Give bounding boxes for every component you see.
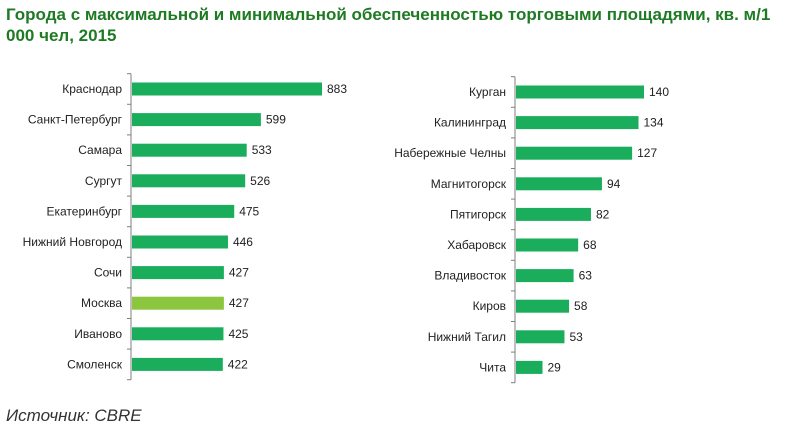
source-note: Источник: CBRE [6, 406, 142, 425]
chart-left: Краснодар 883 Санкт-Петербург 599 Самара 533 С… [23, 73, 347, 381]
data-label: 127 [637, 146, 657, 160]
bar [516, 146, 633, 160]
data-label: 68 [583, 238, 597, 252]
data-label: 533 [252, 143, 272, 157]
data-label: 425 [228, 327, 248, 341]
data-label: 599 [266, 113, 286, 127]
bar [132, 327, 224, 341]
data-label: 63 [579, 269, 593, 283]
data-label: 427 [229, 296, 249, 310]
category-label: Набережные Челны [395, 146, 506, 160]
bar [516, 116, 639, 130]
bar [132, 174, 246, 188]
data-label: 427 [229, 266, 249, 280]
category-label: Владивосток [434, 269, 506, 283]
bar [132, 235, 228, 249]
data-label: 140 [649, 85, 669, 99]
category-label: Сургут [85, 174, 123, 188]
bar [516, 330, 565, 344]
data-label: 134 [644, 116, 664, 130]
data-label: 29 [548, 360, 562, 374]
bar [516, 177, 602, 191]
data-label: 475 [239, 204, 259, 218]
category-label: Нижний Тагил [428, 330, 506, 344]
data-label: 94 [607, 177, 621, 191]
bar [516, 207, 591, 221]
category-label: Смоленск [67, 357, 123, 371]
category-label: Чита [479, 360, 506, 374]
category-label: Магнитогорск [431, 177, 507, 191]
category-label: Екатеринбург [47, 204, 123, 218]
bar [132, 357, 223, 371]
category-label: Нижний Новгород [23, 235, 122, 249]
category-label: Курган [469, 85, 506, 99]
category-label: Краснодар [62, 82, 122, 96]
data-label: 526 [250, 174, 270, 188]
bar [132, 143, 247, 157]
data-label: 82 [596, 207, 610, 221]
category-label: Санкт-Петербург [28, 113, 123, 127]
bar [132, 266, 224, 280]
data-label: 883 [327, 82, 347, 96]
category-label: Калининград [434, 116, 506, 130]
chart-title: Города с максимальной и минимальной обес… [6, 5, 771, 45]
bar [516, 85, 644, 99]
category-label: Пятигорск [450, 207, 507, 221]
category-label: Самара [78, 143, 122, 157]
category-label: Хабаровск [447, 238, 507, 252]
category-label: Иваново [74, 327, 122, 341]
data-label: 53 [569, 330, 583, 344]
bar [132, 296, 224, 310]
bar [516, 238, 579, 252]
bar [516, 360, 543, 374]
data-label: 446 [233, 235, 253, 249]
data-label: 58 [574, 299, 588, 313]
data-label: 422 [228, 357, 248, 371]
category-label: Киров [473, 299, 506, 313]
bar [132, 113, 261, 127]
bar [516, 299, 570, 313]
bar [132, 204, 235, 218]
chart-right: Курган 140 Калининград 134 Набережные Челны 1… [395, 76, 669, 384]
category-label: Сочи [94, 266, 122, 280]
bar [132, 82, 322, 96]
bar [516, 269, 574, 283]
category-label: Москва [81, 296, 122, 310]
